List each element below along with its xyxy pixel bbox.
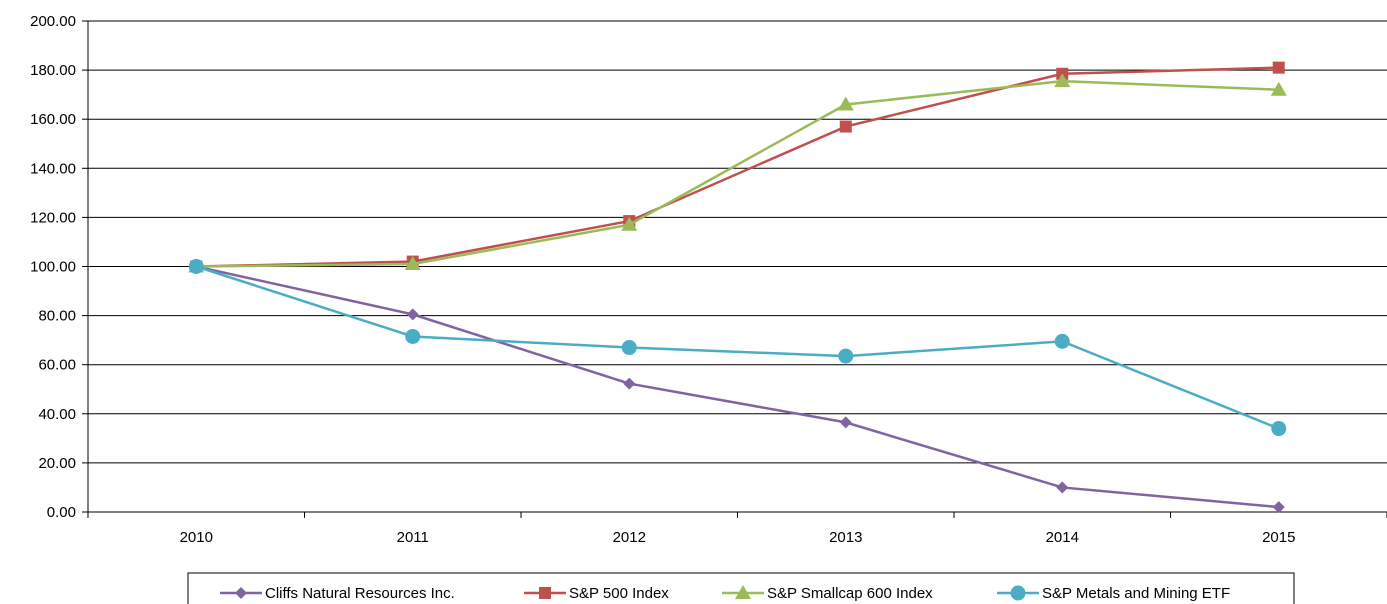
legend-marker-s-p-metals-and-mining-etf	[1010, 585, 1026, 601]
data-point-s-p-smallcap-600-index	[1270, 81, 1287, 96]
data-point-s-p-smallcap-600-index	[1054, 73, 1071, 88]
legend-marker-cliffs-natural-resources-inc	[235, 587, 247, 599]
y-tick-label: 40.00	[38, 406, 76, 423]
data-point-s-p-smallcap-600-index	[621, 216, 638, 231]
y-tick-label: 20.00	[38, 455, 76, 472]
series-line-cliffs-natural-resources-inc	[195, 265, 1279, 509]
data-point-s-p-smallcap-600-index	[837, 96, 854, 111]
x-tick-label: 2015	[1262, 529, 1295, 546]
series-cliffs-natural-resources-inc	[190, 260, 1285, 514]
y-tick-label: 100.00	[30, 259, 76, 276]
y-tick-label: 180.00	[30, 62, 76, 79]
y-tick-label: 80.00	[38, 308, 76, 325]
y-tick-label: 60.00	[38, 357, 76, 374]
data-point-s-p-metals-and-mining-etf	[405, 328, 421, 344]
data-point-s-p-500-index	[839, 120, 852, 133]
data-point-cliffs-natural-resources-inc	[406, 308, 419, 321]
x-tick-label: 2012	[613, 529, 646, 546]
x-tick-label: 2014	[1046, 529, 1079, 546]
legend-label-cliffs-natural-resources-inc: Cliffs Natural Resources Inc.	[265, 585, 455, 602]
legend-label-s-p-500-index: S&P 500 Index	[569, 585, 669, 602]
y-axis-ticks: 0.00 20.00 40.00 60.00 80.00 100.00 120.00 140.…	[30, 13, 89, 521]
series-line-s-p-smallcap-600-index	[196, 79, 1279, 268]
data-point-s-p-metals-and-mining-etf	[838, 348, 854, 364]
data-point-s-p-metals-and-mining-etf	[1271, 421, 1287, 437]
series-s-p-500-index	[190, 61, 1285, 273]
legend-label-s-p-smallcap-600-index: S&P Smallcap 600 Index	[767, 585, 933, 602]
x-tick-label: 2013	[829, 529, 862, 546]
data-point-s-p-500-index	[1272, 61, 1285, 74]
legend: Cliffs Natural Resources Inc. S&P 500 Ind…	[187, 572, 1295, 604]
legend-marker-s-p-smallcap-600-index	[735, 585, 751, 599]
y-tick-label: 120.00	[30, 209, 76, 226]
data-point-s-p-smallcap-600-index	[404, 256, 421, 271]
series-line-s-p-metals-and-mining-etf	[195, 265, 1280, 430]
data-point-s-p-metals-and-mining-etf	[188, 259, 204, 274]
legend-marker-s-p-500-index	[539, 587, 551, 599]
series-s-p-metals-and-mining-etf	[188, 259, 1287, 437]
y-tick-label: 200.00	[30, 13, 76, 30]
x-tick-label: 2010	[180, 529, 213, 546]
data-point-cliffs-natural-resources-inc	[623, 377, 636, 390]
legend-label-s-p-metals-and-mining-etf: S&P Metals and Mining ETF	[1042, 585, 1230, 602]
data-point-s-p-metals-and-mining-etf	[1054, 333, 1070, 349]
data-point-cliffs-natural-resources-inc	[839, 416, 852, 429]
x-axis: 2010 2011 2012 2013 2014 2015	[87, 512, 1387, 546]
y-tick-label: 140.00	[30, 160, 76, 177]
x-tick-label: 2011	[397, 529, 429, 546]
data-point-s-p-metals-and-mining-etf	[621, 340, 637, 356]
series-line-s-p-500-index	[196, 66, 1279, 268]
series-lines	[188, 61, 1287, 514]
y-tick-label: 0.00	[47, 504, 76, 521]
y-tick-label: 160.00	[30, 111, 76, 128]
data-point-cliffs-natural-resources-inc	[1272, 501, 1285, 514]
data-point-cliffs-natural-resources-inc	[1056, 481, 1069, 494]
